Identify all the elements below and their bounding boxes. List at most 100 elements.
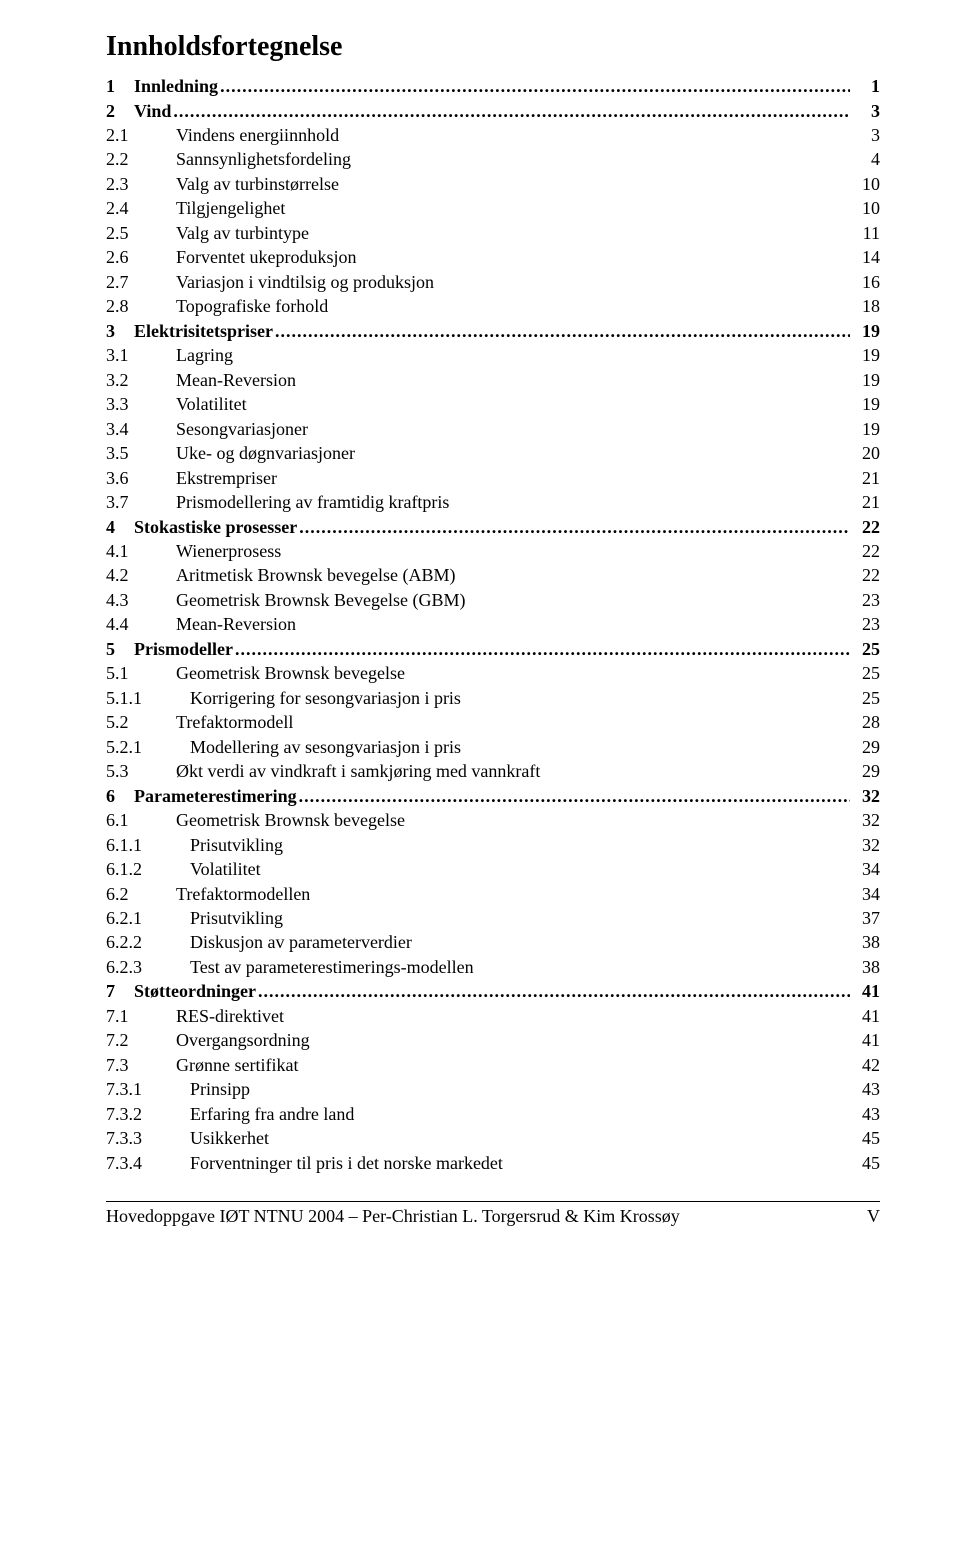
toc-entry-number: 5.2 [106, 710, 176, 734]
toc-entry-page: 28 [852, 710, 880, 734]
toc-entry: 7Støtteordninger41 [106, 979, 880, 1003]
toc-entry-page: 45 [852, 1126, 880, 1150]
toc-entry-number: 1 [106, 74, 134, 98]
toc-entry-label: 2.6Forventet ukeproduksjon [106, 245, 356, 269]
toc-entry-text: Uke- og døgnvariasjoner [176, 443, 355, 463]
toc-entry-number: 7.3.4 [106, 1151, 190, 1175]
toc-leader-dots [299, 784, 850, 808]
toc-entry-number: 6.1.1 [106, 833, 190, 857]
toc-entry-number: 2.7 [106, 270, 176, 294]
toc-entry: 6Parameterestimering32 [106, 784, 880, 808]
toc-entry: 6.1Geometrisk Brownsk bevegelse32 [106, 808, 880, 832]
toc-entry-page: 38 [852, 930, 880, 954]
toc-entry-page: 3 [852, 123, 880, 147]
toc-entry: 3.3Volatilitet 19 [106, 392, 880, 416]
toc-entry-label: 3.4Sesongvariasjoner [106, 417, 308, 441]
toc-list: 1Innledning12Vind32.1Vindens energiinnho… [106, 74, 880, 1175]
toc-entry-text: Volatilitet [176, 394, 247, 414]
toc-entry-number: 3.5 [106, 441, 176, 465]
toc-entry-text: Tilgjengelighet [176, 198, 285, 218]
toc-entry: 3.2Mean-Reversion 19 [106, 368, 880, 392]
toc-entry-number: 2.5 [106, 221, 176, 245]
toc-entry-page: 19 [852, 392, 880, 416]
toc-entry-label: 2.2Sannsynlighetsfordeling [106, 147, 351, 171]
toc-entry: 2.1Vindens energiinnhold 3 [106, 123, 880, 147]
toc-entry-number: 6.2.3 [106, 955, 190, 979]
toc-entry-page: 32 [852, 808, 880, 832]
toc-entry-number: 3.1 [106, 343, 176, 367]
toc-entry-text: Wienerprosess [176, 541, 281, 561]
toc-entry: 7.3.4Forventninger til pris i det norske… [106, 1151, 880, 1175]
toc-entry: 3.5Uke- og døgnvariasjoner 20 [106, 441, 880, 465]
toc-entry-text: Test av parameterestimerings-modellen [190, 957, 474, 977]
toc-entry-text: Prismodeller [134, 639, 233, 659]
toc-entry: 3.4Sesongvariasjoner 19 [106, 417, 880, 441]
toc-entry-text: Mean-Reversion [176, 614, 296, 634]
toc-entry: 4.2Aritmetisk Brownsk bevegelse (ABM)22 [106, 563, 880, 587]
toc-entry-page: 32 [852, 833, 880, 857]
toc-entry: 7.3.3Usikkerhet 45 [106, 1126, 880, 1150]
toc-entry-number: 4.3 [106, 588, 176, 612]
toc-entry-label: 6.2.3Test av parameterestimerings-modell… [106, 955, 474, 979]
toc-entry-number: 6.2.1 [106, 906, 190, 930]
toc-entry-text: Diskusjon av parameterverdier [190, 932, 412, 952]
toc-entry-page: 19 [852, 368, 880, 392]
toc-entry-label: 4.1Wienerprosess [106, 539, 281, 563]
toc-entry-number: 7.2 [106, 1028, 176, 1052]
toc-entry: 3.7Prismodellering av framtidig kraftpri… [106, 490, 880, 514]
toc-entry-label: 3.2Mean-Reversion [106, 368, 296, 392]
toc-entry-number: 3.3 [106, 392, 176, 416]
toc-entry-text: Lagring [176, 345, 233, 365]
toc-entry-label: 6.1.2Volatilitet [106, 857, 261, 881]
toc-entry-page: 10 [852, 172, 880, 196]
toc-entry-page: 25 [852, 686, 880, 710]
toc-entry-text: Variasjon i vindtilsig og produksjon [176, 272, 434, 292]
toc-entry-label: 3.7Prismodellering av framtidig kraftpri… [106, 490, 449, 514]
toc-entry-number: 6.1 [106, 808, 176, 832]
toc-entry: 7.3.2Erfaring fra andre land43 [106, 1102, 880, 1126]
toc-entry-text: Volatilitet [190, 859, 261, 879]
toc-entry-page: 38 [852, 955, 880, 979]
toc-entry: 3.6Ekstrempriser21 [106, 466, 880, 490]
toc-entry-text: Sesongvariasjoner [176, 419, 308, 439]
toc-entry: 5.2Trefaktormodell 28 [106, 710, 880, 734]
toc-entry-label: 2Vind [106, 99, 171, 123]
toc-entry-text: Aritmetisk Brownsk bevegelse (ABM) [176, 565, 455, 585]
toc-leader-dots [235, 637, 850, 661]
toc-entry-text: Parameterestimering [134, 786, 297, 806]
toc-entry: 6.2.2Diskusjon av parameterverdier 38 [106, 930, 880, 954]
toc-entry-number: 5.3 [106, 759, 176, 783]
toc-entry-page: 20 [852, 441, 880, 465]
toc-leader-dots [220, 74, 850, 98]
toc-entry-text: Vind [134, 101, 171, 121]
toc-entry-label: 6Parameterestimering [106, 784, 297, 808]
toc-entry-page: 14 [852, 245, 880, 269]
toc-entry: 6.1.1Prisutvikling 32 [106, 833, 880, 857]
toc-entry-label: 7.3.3Usikkerhet [106, 1126, 269, 1150]
toc-entry-number: 3.7 [106, 490, 176, 514]
toc-entry-label: 5.2Trefaktormodell [106, 710, 293, 734]
toc-entry-text: Stokastiske prosesser [134, 517, 297, 537]
toc-entry-label: 2.3Valg av turbinstørrelse [106, 172, 339, 196]
toc-entry-page: 11 [852, 221, 880, 245]
toc-leader-dots [275, 319, 850, 343]
toc-entry: 4Stokastiske prosesser22 [106, 515, 880, 539]
toc-entry-text: Prisutvikling [190, 835, 283, 855]
toc-entry-label: 5.1.1Korrigering for sesongvariasjon i p… [106, 686, 461, 710]
toc-entry: 2.6Forventet ukeproduksjon 14 [106, 245, 880, 269]
toc-entry-label: 6.2.2Diskusjon av parameterverdier [106, 930, 412, 954]
toc-entry-number: 5.1.1 [106, 686, 190, 710]
toc-entry-label: 5Prismodeller [106, 637, 233, 661]
toc-entry-label: 4.2Aritmetisk Brownsk bevegelse (ABM) [106, 563, 455, 587]
toc-entry-page: 3 [852, 99, 880, 123]
toc-entry-label: 2.1Vindens energiinnhold [106, 123, 339, 147]
toc-entry-text: Elektrisitetspriser [134, 321, 273, 341]
toc-entry-number: 6 [106, 784, 134, 808]
toc-entry-label: 2.5Valg av turbintype [106, 221, 309, 245]
toc-entry-text: Prisutvikling [190, 908, 283, 928]
toc-entry-page: 19 [852, 417, 880, 441]
toc-entry-label: 4.4Mean-Reversion [106, 612, 296, 636]
toc-entry: 6.2Trefaktormodellen34 [106, 882, 880, 906]
footer-left: Hovedoppgave IØT NTNU 2004 – Per-Christi… [106, 1204, 680, 1228]
toc-entry-page: 37 [852, 906, 880, 930]
